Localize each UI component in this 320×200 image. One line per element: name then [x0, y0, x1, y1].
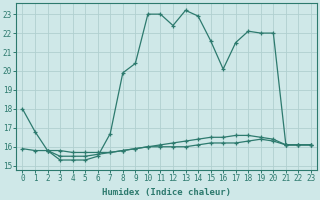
X-axis label: Humidex (Indice chaleur): Humidex (Indice chaleur) — [102, 188, 231, 197]
